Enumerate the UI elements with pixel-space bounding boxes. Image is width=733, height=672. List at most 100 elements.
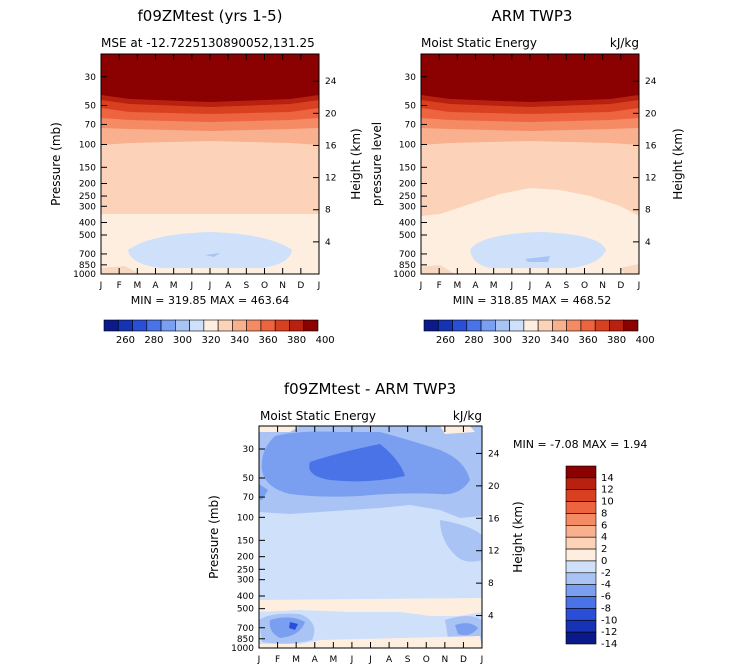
colorbar-swatch: [537, 319, 553, 332]
height-tick-label: 8: [325, 206, 331, 216]
pressure-tick-label: 300: [399, 202, 416, 212]
panel-model-subtitle: MSE at -12.7225130890052,131.25: [101, 36, 315, 50]
height-tick-label: 8: [488, 579, 494, 589]
colorbar-label: -4: [601, 580, 611, 591]
pressure-tick-label: 850: [399, 261, 416, 271]
colorbar-swatch: [260, 319, 276, 332]
pressure-tick-label: 70: [405, 120, 417, 130]
panel-diff: f09ZMtest - ARM TWP3 Moist Static Energy…: [207, 380, 647, 649]
colorbar-swatch: [246, 319, 262, 332]
month-label: J: [208, 281, 212, 291]
colorbar-swatch: [274, 319, 290, 332]
height-tick-label: 24: [488, 449, 500, 459]
height-tick-label: 4: [645, 238, 651, 248]
colorbar-swatch: [509, 319, 525, 332]
height-tick-label: 12: [645, 174, 656, 184]
panel-model-stats: MIN = 319.85 MAX = 463.64: [131, 294, 289, 307]
pressure-tick-label: 200: [399, 179, 416, 189]
month-label: J: [190, 281, 194, 291]
pressure-tick-label: 100: [399, 141, 416, 151]
month-label: S: [243, 281, 249, 291]
colorbar-label: -2: [601, 568, 611, 579]
panel-diff-title: f09ZMtest - ARM TWP3: [284, 380, 456, 398]
pressure-tick-label: 70: [243, 493, 255, 503]
panel-diff-field: [259, 426, 482, 648]
month-label: J: [480, 655, 484, 665]
month-label: D: [297, 281, 304, 291]
colorbar-label: 320: [201, 335, 220, 346]
pressure-tick-label: 100: [237, 513, 254, 523]
colorbar-swatch: [146, 319, 162, 332]
pressure-tick-label: 150: [79, 163, 96, 173]
pressure-tick-label: 300: [237, 576, 254, 586]
colorbar-swatch: [552, 319, 567, 332]
height-tick-label: 12: [325, 174, 336, 184]
colorbar-swatch: [580, 319, 596, 332]
month-label: F: [275, 655, 280, 665]
pressure-tick-label: 850: [237, 635, 254, 645]
colorbar-label: -6: [601, 592, 611, 603]
month-label: M: [292, 655, 300, 665]
month-label: J: [528, 281, 532, 291]
colorbar-swatch: [565, 513, 597, 526]
panel-diff-subtitle: Moist Static Energy: [260, 409, 376, 423]
month-label: D: [460, 655, 467, 665]
colorbar-label: 300: [493, 335, 512, 346]
pressure-tick-label: 1000: [73, 270, 96, 280]
colorbar-swatch: [565, 477, 597, 491]
colorbar-swatch: [175, 319, 190, 332]
colorbar-swatch: [565, 596, 597, 609]
colorbar-label: 400: [316, 335, 335, 346]
pressure-tick-label: 50: [85, 102, 97, 112]
pressure-tick-label: 250: [79, 192, 96, 202]
height-tick-label: 4: [325, 238, 331, 248]
colorbar-swatch: [565, 465, 597, 479]
pressure-tick-label: 500: [399, 231, 416, 241]
colorbar-label: 0: [601, 556, 607, 567]
pressure-tick-label: 50: [405, 102, 417, 112]
month-label: A: [312, 655, 319, 665]
panel-obs-units: kJ/kg: [610, 36, 639, 50]
colorbar-label: 4: [601, 532, 607, 543]
panel-model: f09ZMtest (yrs 1-5) MSE at -12.722513089…: [49, 7, 363, 307]
month-label: M: [453, 281, 461, 291]
colorbar-swatch: [160, 319, 176, 332]
month-label: O: [261, 281, 268, 291]
panel-model-ylabel-right: Height (km): [349, 128, 363, 199]
colorbar-swatch: [437, 319, 453, 332]
month-label: J: [419, 281, 423, 291]
month-label: F: [117, 281, 122, 291]
colorbar-swatch: [565, 584, 597, 597]
colorbar-label: 360: [259, 335, 278, 346]
colorbar-swatch: [565, 489, 597, 502]
panel-obs: ARM TWP3 Moist Static Energy kJ/kg press…: [370, 7, 685, 307]
colorbar-label: 260: [436, 335, 455, 346]
pressure-tick-label: 250: [237, 565, 254, 575]
colorbar-swatch: [594, 319, 610, 332]
pressure-tick-label: 1000: [393, 270, 416, 280]
month-label: J: [637, 281, 641, 291]
colorbar-swatch: [423, 319, 439, 332]
month-label: S: [563, 281, 569, 291]
month-label: M: [490, 281, 498, 291]
colorbar-label: -12: [601, 627, 617, 638]
colorbar-swatch: [609, 319, 625, 332]
colorbar-label: 280: [464, 335, 483, 346]
panel-diff-ylabel: Pressure (mb): [207, 495, 221, 579]
colorbar-label: 10: [601, 497, 614, 508]
month-label: N: [279, 281, 286, 291]
colorbar-swatch: [452, 319, 468, 332]
height-tick-label: 24: [325, 77, 337, 87]
pressure-tick-label: 500: [237, 605, 254, 615]
pressure-tick-label: 300: [79, 202, 96, 212]
pressure-tick-label: 70: [85, 120, 97, 130]
pressure-tick-label: 30: [243, 445, 255, 455]
month-label: J: [99, 281, 103, 291]
pressure-tick-label: 200: [79, 179, 96, 189]
colorbar-model: 260 280 300 320 340 360 380 400: [103, 319, 335, 346]
pressure-tick-label: 200: [237, 553, 254, 563]
colorbar-label: 360: [579, 335, 598, 346]
pressure-tick-label: 700: [237, 624, 254, 634]
